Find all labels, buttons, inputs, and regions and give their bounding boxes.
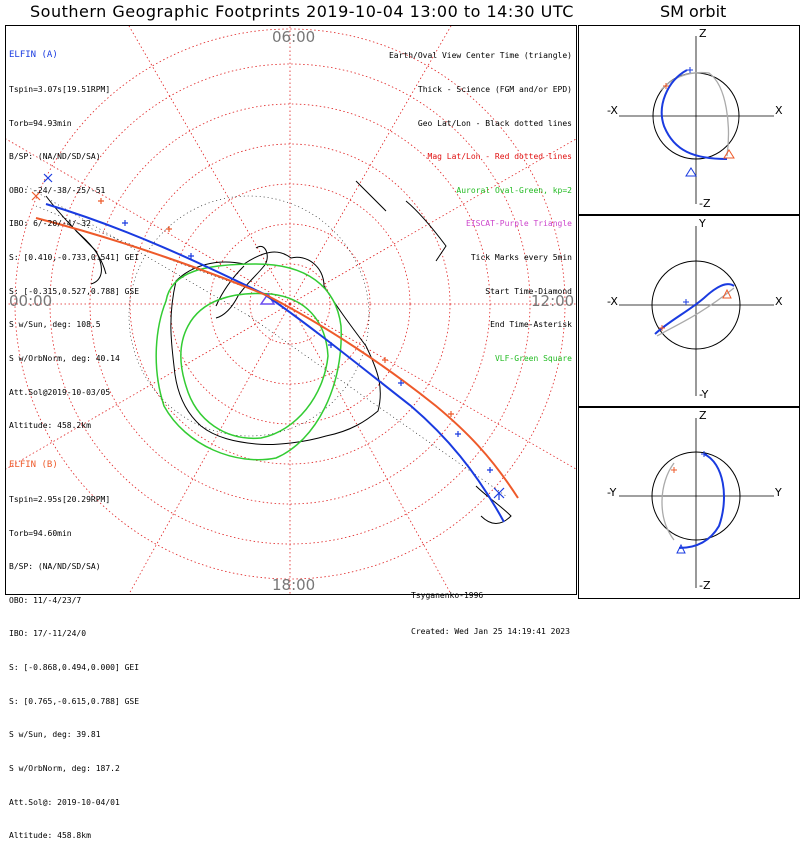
legend-item: Earth/Oval View Center Time (triangle) [388,51,572,61]
legend-item: Auroral Oval-Green, kp=2 [456,185,572,195]
auroral-oval [155,263,342,461]
legend-item: Tick Marks every 5min [470,253,572,263]
elfin-b-track [35,217,519,499]
sm-panel-xy: Y -Y -X X [578,215,800,407]
elfin-b-line: Torb=94.60min [9,528,72,538]
legend-item: End Time-Asterisk [490,320,572,330]
plot-title: Southern Geographic Footprints 2019-10-0… [30,2,574,21]
elfin-a-info: ELFIN (A) Tspin=3.07s[19.51RPM] Torb=94.… [9,28,139,454]
elfin-b-line: Altitude: 458.8km [9,831,91,841]
axis-label-bottom: -Y [699,388,709,401]
elfin-b-line: S w/Sun, deg: 39.81 [9,730,101,740]
elfin-b-line: IBO: 17/-11/24/0 [9,629,87,639]
created-label: Created: Wed Jan 25 14:19:41 2023 [411,627,570,636]
elfin-a-line: OBO: -24/-38/-25/-51 [9,185,106,195]
elfin-b-name: ELFIN (B) [9,460,58,471]
elfin-a-track [45,203,505,523]
axis-label-right: X [775,295,783,308]
axis-label-left: -X [607,104,618,117]
elfin-a-line: Altitude: 458.2km [9,421,91,431]
axis-label-top: Z [699,27,707,40]
elfin-a-line: B/SP: (NA/ND/SD/SA) [9,152,101,162]
tick-marks [98,198,493,473]
legend-item: VLF-Green Square [494,353,572,363]
end-asterisks [31,173,505,500]
elfin-b-line: S: [0.765,-0.615,0.788] GSE [9,696,140,706]
legend-item: Geo Lat/Lon - Black dotted lines [417,118,572,128]
mag-lon-lines [6,26,576,594]
clock-label-12: 12:00 [531,292,575,310]
elfin-b-line: B/SP: (NA/ND/SD/SA) [9,562,101,572]
footprint-map-panel: 06:00 00:00 12:00 18:00 Earth/Oval View … [5,25,577,840]
elfin-b-line: S: [-0.868,0.494,0.000] GEI [9,663,140,673]
legend-item: Mag Lat/Lon - Red dotted lines [427,152,573,162]
credits: Tsyganenko-1996 Created: Wed Jan 25 14:1… [411,566,570,662]
clock-label-06: 06:00 [272,28,316,46]
sm-panel-yz: Z -Z -Y Y [578,407,800,599]
elfin-b-line: Tspin=2.95s[20.29RPM] [9,495,111,505]
footprint-map [6,26,576,594]
axis-label-left: -X [607,295,618,308]
elfin-a-line: S w/Sun, deg: 108.5 [9,320,101,330]
elfin-a-line: S: [-0.315,0.527,0.788] GSE [9,286,140,296]
legend-item: EISCAT-Purple Triangle [466,219,572,229]
sm-orbit-title: SM orbit [660,2,727,21]
elfin-a-line: Torb=94.93min [9,118,72,128]
sm-panel-xz: Z -Z -X X [578,25,800,215]
elfin-a-line: Tspin=3.07s[19.51RPM] [9,85,111,95]
elfin-b-line: OBO: 11/-4/23/7 [9,595,82,605]
axis-label-bottom: -Z [699,197,711,210]
axis-label-right: X [775,104,783,117]
coastlines [45,180,512,524]
elfin-b-line: Att.Sol@: 2019-10-04/01 [9,797,120,807]
axis-label-left: -Y [607,486,617,499]
sm-orbit-xz-plot [619,36,774,204]
legend-item: Thick - Science (FGM and/or EPD) [417,85,572,95]
elfin-b-line: S w/OrbNorm, deg: 187.2 [9,763,120,773]
axis-label-top: Z [699,409,707,422]
elfin-a-name: ELFIN (A) [9,50,58,61]
elfin-a-line: S: [0.410,-0.733,0.541] GEI [9,253,140,263]
axis-label-bottom: -Z [699,579,711,592]
legend-item: Start Time-Diamond [485,286,572,296]
clock-label-18: 18:00 [272,576,316,594]
axis-label-top: Y [699,217,706,230]
elfin-b-info: ELFIN (B) Tspin=2.95s[20.29RPM] Torb=94.… [9,438,139,864]
elfin-a-line: IBO: 6/-20/-4/-32 [9,219,91,229]
clock-label-00: 00:00 [9,292,53,310]
sm-orbit-yz-plot [619,418,774,588]
model-label: Tsyganenko-1996 [411,591,484,600]
axis-label-right: Y [775,486,782,499]
elfin-a-line: S w/OrbNorm, deg: 40.14 [9,353,120,363]
elfin-a-line: Att.Sol@2019-10-03/05 [9,387,111,397]
legend: Earth/Oval View Center Time (triangle) T… [389,28,572,387]
sm-orbit-xy-plot [619,226,774,396]
